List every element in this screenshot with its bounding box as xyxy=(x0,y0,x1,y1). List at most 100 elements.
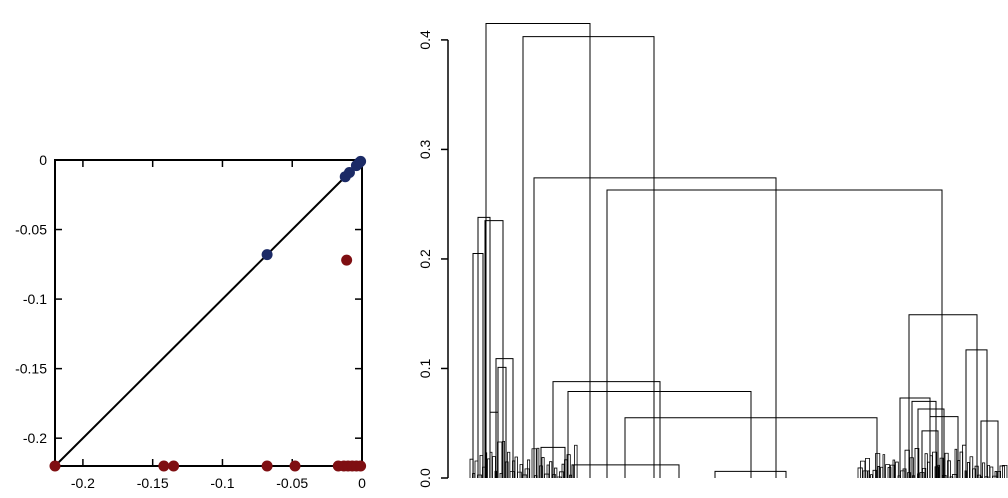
dendrogram-leaf xyxy=(989,466,994,478)
dendrogram-leaf xyxy=(539,465,543,478)
y-tick-label: -0.1 xyxy=(23,291,47,307)
dendrogram-leaf xyxy=(474,460,479,478)
dendrogram-leaf xyxy=(571,464,575,478)
dendrogram-leaf xyxy=(524,468,530,478)
x-tick-label: -0.05 xyxy=(276,475,308,491)
plot-frame xyxy=(54,159,363,467)
dendrogram-link xyxy=(911,400,937,478)
scatter-point xyxy=(261,249,273,261)
dendrogram-link xyxy=(495,358,514,478)
dendrogram-link xyxy=(522,36,655,478)
dendrogram-leaf xyxy=(924,453,928,478)
dendrogram-link xyxy=(552,381,661,478)
dendrogram-leaf xyxy=(902,468,907,478)
dendrogram-leaf xyxy=(862,470,868,478)
dendrogram-leaf xyxy=(489,451,493,478)
dendrogram-leaf xyxy=(962,444,967,478)
diagonal-line xyxy=(54,159,363,467)
y-tick-label: -0.2 xyxy=(23,430,47,446)
dendrogram-link xyxy=(921,430,939,478)
y-tick-label: 0.0 xyxy=(417,468,433,488)
dendrogram-link xyxy=(477,216,491,478)
dendrogram-leaf xyxy=(551,474,557,478)
dendrogram-link xyxy=(980,420,999,478)
dendrogram-leaf xyxy=(919,472,925,478)
dendrogram-leaf xyxy=(912,475,915,478)
dendrogram-leaf xyxy=(982,462,986,478)
dendrogram-plot: 0.0 0.1 0.2 0.3 0.4 xyxy=(417,22,1008,488)
dendrogram-leaf xyxy=(574,444,578,478)
dendrogram-leaf xyxy=(929,455,933,478)
scatter-point xyxy=(289,460,301,472)
dendrogram-leaf xyxy=(554,467,558,478)
dendrogram-leaf xyxy=(944,452,949,478)
dendrogram-leaf xyxy=(997,470,1002,478)
dendrogram-leaf xyxy=(914,448,920,478)
dendrogram-link xyxy=(484,220,504,478)
dendrogram-leaf xyxy=(927,461,931,478)
scatter-point xyxy=(343,167,355,179)
dendrogram-leaf xyxy=(984,476,989,478)
dendrogram-leaf xyxy=(932,451,938,478)
dendrogram-leaf xyxy=(541,457,545,478)
dendrogram-leaf xyxy=(957,460,961,478)
dendrogram-link xyxy=(929,416,959,478)
dendrogram-leaf xyxy=(494,470,498,478)
dendrogram-leaf xyxy=(887,467,892,478)
dendrogram-leaf xyxy=(512,460,516,478)
dendrogram-leaf xyxy=(972,468,977,478)
x-tick-label: -0.15 xyxy=(137,475,169,491)
scatter-point xyxy=(49,460,61,472)
scatter-point xyxy=(341,254,353,266)
dendrogram-leaf xyxy=(987,465,991,478)
dendrogram-leaf xyxy=(882,454,886,478)
dendrogram-leaf xyxy=(890,464,895,478)
x-tick-label: -0.1 xyxy=(210,475,234,491)
dendrogram-leaf xyxy=(860,460,866,478)
dendrogram-leaf xyxy=(922,467,927,478)
scatter-point xyxy=(261,460,273,472)
dendrogram-link xyxy=(908,314,978,478)
dendrogram-leaf xyxy=(954,448,958,478)
scatter-point xyxy=(168,460,180,472)
y-tick-label: 0.1 xyxy=(417,359,433,379)
dendrogram-leaf xyxy=(492,456,496,478)
dendrogram-leaf xyxy=(527,459,531,478)
dendrogram-leaf xyxy=(497,441,503,478)
y-tick-label: -0.15 xyxy=(15,361,47,377)
dendrogram-link xyxy=(540,446,566,478)
dendrogram-leaf xyxy=(484,452,488,478)
dendrogram-leaf xyxy=(967,462,970,478)
y-tick-label: -0.05 xyxy=(15,222,47,238)
dendrogram-link xyxy=(489,411,499,478)
dendrogram-leaf xyxy=(561,463,565,478)
dendrogram-leaf xyxy=(895,461,899,478)
dendrogram-leaf xyxy=(867,470,870,478)
dendrogram-leaf xyxy=(487,458,491,478)
dendrogram-leaf xyxy=(942,474,947,478)
dendrogram-leaf xyxy=(559,471,564,478)
dendrogram-leaf xyxy=(947,460,951,478)
dendrogram-link xyxy=(485,22,591,478)
dendrogram-leaf xyxy=(531,448,537,478)
dendrogram-link xyxy=(533,177,777,478)
dendrogram-link xyxy=(714,470,787,478)
y-tick-label: 0.2 xyxy=(417,249,433,269)
dendrogram-leaf xyxy=(897,475,901,478)
dendrogram-leaf xyxy=(904,449,910,478)
y-tick-label: 0 xyxy=(39,152,47,168)
x-tick-label: 0 xyxy=(358,475,366,491)
dendrogram-leaf xyxy=(569,474,572,478)
y-tick-label: 0.4 xyxy=(417,30,433,50)
dendrogram-leaf xyxy=(870,474,873,478)
dendrogram-leaf xyxy=(507,451,511,478)
x-tick-label: -0.2 xyxy=(71,475,95,491)
dendrogram-leaf xyxy=(969,456,974,478)
dendrogram-leaf xyxy=(892,459,896,478)
scatter-plot: -0.2 -0.15 -0.1 -0.05 0 0 -0.05 -0.1 -0.15 -0.2 xyxy=(15,152,367,491)
y-tick-label: 0.3 xyxy=(417,139,433,159)
dendrogram-leaf xyxy=(536,447,540,478)
dendrogram-leaf xyxy=(546,464,550,478)
dendrogram-leaf xyxy=(885,464,891,478)
